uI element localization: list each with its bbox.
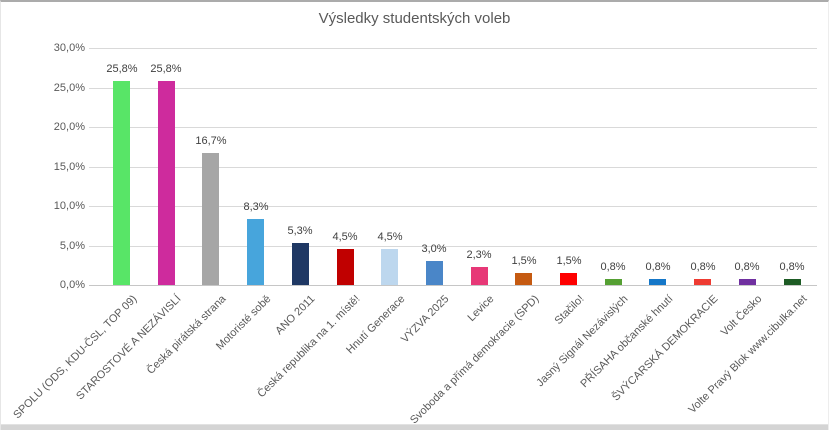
- bar-2: [202, 153, 219, 285]
- bar-value-label: 0,8%: [734, 261, 760, 273]
- bar-13: [694, 279, 711, 285]
- y-axis-tick-label: 15,0%: [53, 161, 85, 173]
- bar-1: [158, 81, 175, 285]
- bar-value-label: 3,0%: [421, 243, 447, 255]
- bar-0: [113, 81, 130, 285]
- bar-5: [337, 249, 354, 285]
- bar-value-label: 0,8%: [600, 261, 626, 273]
- bar-value-label: 1,5%: [511, 255, 537, 267]
- bar-value-label: 16,7%: [195, 135, 227, 147]
- bar-14: [739, 279, 756, 285]
- bar-9: [515, 273, 532, 285]
- bar-8: [471, 267, 488, 285]
- gridline-25: [89, 88, 817, 89]
- bar-value-label: 0,8%: [779, 261, 805, 273]
- y-axis-tick-label: 25,0%: [53, 82, 85, 94]
- y-axis-tick-label: 5,0%: [59, 240, 85, 252]
- chart-title: Výsledky studentských voleb: [318, 10, 511, 27]
- y-axis-tick-label: 30,0%: [53, 42, 85, 54]
- bar-value-label: 4,5%: [377, 231, 403, 243]
- bar-11: [605, 279, 622, 285]
- y-axis-tick-label: 0,0%: [59, 279, 85, 291]
- bar-7: [426, 261, 443, 285]
- bar-value-label: 25,8%: [106, 63, 138, 75]
- gridline-5: [89, 246, 817, 247]
- bar-value-label: 0,8%: [645, 261, 671, 273]
- bar-12: [649, 279, 666, 285]
- gridline-30: [89, 48, 817, 49]
- bar-value-label: 4,5%: [332, 231, 358, 243]
- bar-6: [381, 249, 398, 285]
- bar-value-label: 0,8%: [690, 261, 716, 273]
- bar-value-label: 5,3%: [287, 225, 313, 237]
- gridline-10: [89, 206, 817, 207]
- window-bottom-edge: [1, 424, 828, 430]
- y-axis-tick-label: 20,0%: [53, 121, 85, 133]
- bar-10: [560, 273, 577, 285]
- gridline-20: [89, 127, 817, 128]
- bar-15: [784, 279, 801, 285]
- gridline-0: [89, 285, 817, 286]
- bar-value-label: 8,3%: [243, 201, 269, 213]
- gridline-15: [89, 167, 817, 168]
- bar-value-label: 1,5%: [556, 255, 582, 267]
- y-axis-tick-label: 10,0%: [53, 200, 85, 212]
- bar-value-label: 2,3%: [466, 249, 492, 261]
- bar-3: [247, 219, 264, 285]
- bar-value-label: 25,8%: [150, 63, 182, 75]
- bar-4: [292, 243, 309, 285]
